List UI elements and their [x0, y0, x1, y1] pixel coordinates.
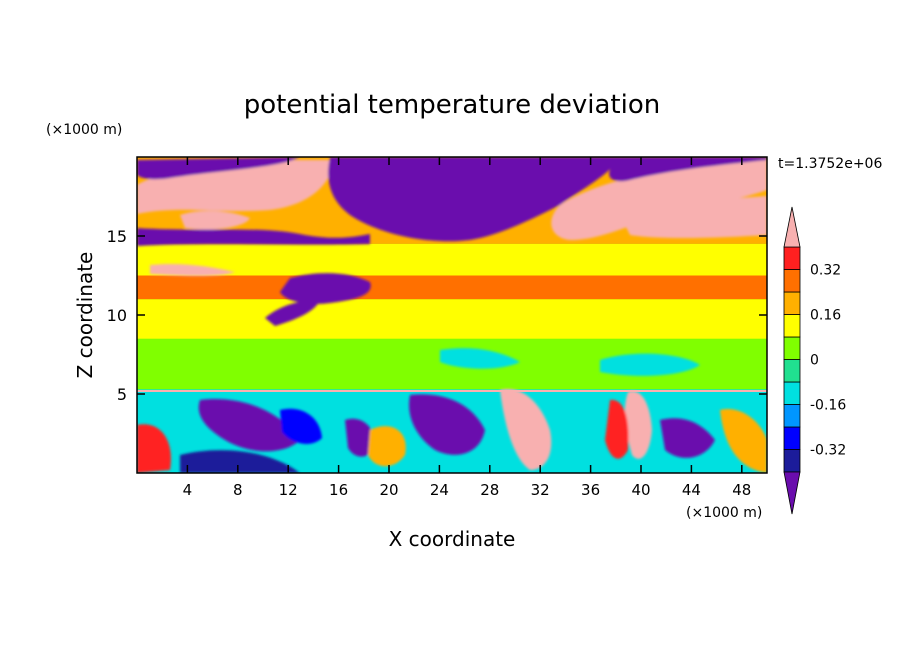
y-unit-label: (×1000 m): [46, 122, 122, 138]
bl-purple-5: [660, 418, 715, 458]
x-tick-label: 12: [279, 481, 298, 499]
bl-red-1: [137, 424, 171, 473]
upper-purple-center: [328, 157, 620, 242]
bl-orange-1: [368, 426, 406, 467]
x-tick-label: 28: [480, 481, 499, 499]
x-tick-label: 36: [581, 481, 600, 499]
y-axis-label: Z coordinate: [73, 252, 97, 379]
bl-orange-2: [720, 409, 767, 473]
upper-purple-right: [609, 157, 767, 182]
mid-purple-tendril: [265, 300, 320, 326]
colorbar: 0.32 0.16 0 -0.16 -0.32: [783, 206, 846, 515]
bl-purple-2: [180, 450, 300, 473]
colorbar-box: [783, 426, 801, 450]
bl-red-2: [605, 399, 629, 459]
colorbar-box: [783, 269, 801, 293]
bl-pink-1: [500, 389, 552, 470]
bl-blue-1: [280, 408, 322, 444]
bl-purple-3: [409, 394, 485, 455]
colorbar-label: -0.16: [810, 398, 846, 414]
y-tick-label: 5: [117, 385, 127, 404]
colorbar-box: [783, 359, 801, 383]
colorbar-box: [783, 449, 801, 473]
y-tick-label: 15: [107, 227, 127, 246]
contour-band-3: [137, 275, 767, 300]
contour-band-2: [137, 299, 767, 339]
colorbar-box: [783, 381, 801, 405]
bl-purple-4: [345, 418, 375, 457]
time-label: t=1.3752e+06: [778, 156, 882, 172]
colorbar-label: 0: [810, 353, 819, 369]
contour-band-4: [137, 243, 767, 276]
colorbar-box: [783, 246, 801, 270]
contour-patches: [137, 157, 767, 473]
x-tick-label: 4: [183, 481, 193, 499]
mid-pink-left: [150, 263, 235, 276]
colorbar-label: 0.32: [810, 263, 841, 279]
x-axis-label: X coordinate: [389, 527, 516, 551]
upper-purple-left: [137, 157, 300, 180]
colorbar-label: 0.16: [810, 308, 841, 324]
y-axis-ticks: 5 10 15: [107, 227, 767, 404]
x-tick-label: 48: [732, 481, 751, 499]
x-tick-label: 16: [329, 481, 348, 499]
upper-pink-mid: [180, 210, 250, 230]
colorbar-box: [783, 291, 801, 315]
upper-pink-right: [551, 158, 767, 240]
x-axis-ticks: 4 8 12 16 20 24 28 32 36 40 44 48: [183, 157, 751, 499]
plot-area: [137, 157, 767, 473]
colorbar-label: -0.32: [810, 443, 846, 459]
upper-purple-band: [137, 228, 370, 246]
colorbar-box: [783, 336, 801, 360]
x-tick-label: 20: [379, 481, 398, 499]
x-tick-label: 44: [682, 481, 701, 499]
bl-cyan-1: [440, 348, 520, 369]
bl-purple-1: [198, 399, 300, 452]
bl-cyan-2: [600, 353, 700, 376]
bl-pink-2: [624, 391, 652, 459]
x-tick-label: 8: [233, 481, 243, 499]
x-tick-label: 40: [631, 481, 650, 499]
colorbar-extend-top: [783, 206, 801, 248]
x-unit-label: (×1000 m): [686, 505, 762, 521]
mid-purple-blob: [280, 273, 371, 304]
chart-title: potential temperature deviation: [244, 90, 660, 120]
x-tick-label: 24: [430, 481, 449, 499]
colorbar-box: [783, 314, 801, 338]
y-tick-label: 10: [107, 306, 127, 325]
x-tick-label: 32: [531, 481, 550, 499]
colorbar-box: [783, 404, 801, 428]
upper-pink-tail: [620, 196, 767, 239]
colorbar-extend-bottom: [783, 471, 801, 515]
